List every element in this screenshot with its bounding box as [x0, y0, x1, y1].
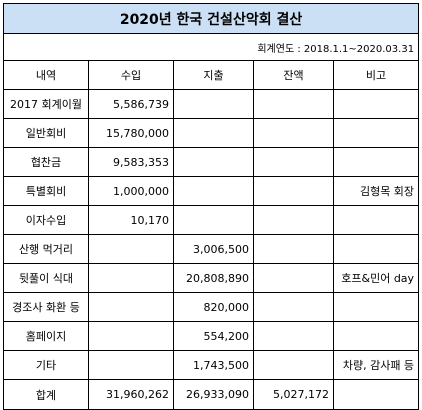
cell-expense [173, 176, 254, 206]
cell-item: 경조사 화환 등 [3, 292, 89, 322]
cell-note [332, 118, 420, 148]
cell-item: 홈페이지 [3, 321, 89, 351]
cell-item: 특별회비 [3, 176, 89, 206]
cell-income: 5,586,739 [88, 89, 174, 119]
cell-balance [253, 89, 334, 119]
cell-expense: 1,743,500 [173, 350, 254, 380]
cell-note: 김형목 회장 [332, 176, 420, 206]
total-row: 합계 31,960,262 26,933,090 5,027,172 [3, 379, 420, 410]
cell-note [332, 205, 420, 235]
total-balance: 5,027,172 [253, 379, 334, 410]
table-row: 산행 먹거리 3,006,500 [3, 234, 420, 264]
cell-note [332, 321, 420, 351]
cell-note [332, 89, 420, 119]
cell-balance [253, 292, 334, 322]
cell-balance [253, 350, 334, 380]
cell-balance [253, 234, 334, 264]
cell-expense: 20,808,890 [173, 263, 254, 293]
cell-note [332, 292, 420, 322]
cell-balance [253, 118, 334, 148]
cell-note [332, 234, 420, 264]
cell-item: 협찬금 [3, 147, 89, 177]
settlement-table: 2020년 한국 건설산악회 결산 회계연도 : 2018.1.1~2020.0… [2, 3, 420, 410]
fiscal-period: 회계연도 : 2018.1.1~2020.03.31 [2, 33, 420, 61]
cell-balance [253, 321, 334, 351]
cell-balance [253, 205, 334, 235]
header-balance: 잔액 [253, 60, 334, 90]
cell-income [88, 263, 174, 293]
cell-income [88, 292, 174, 322]
cell-item: 뒷풀이 식대 [3, 263, 89, 293]
cell-income: 15,780,000 [88, 118, 174, 148]
total-income: 31,960,262 [88, 379, 174, 410]
cell-expense [173, 205, 254, 235]
total-item: 합계 [3, 379, 89, 410]
cell-expense [173, 118, 254, 148]
cell-note: 차량, 감사패 등 [332, 350, 420, 380]
cell-note [332, 147, 420, 177]
header-note: 비고 [332, 60, 420, 90]
table-title: 2020년 한국 건설산악회 결산 [2, 3, 420, 34]
header-income: 수입 [88, 60, 174, 90]
cell-balance [253, 176, 334, 206]
header-item: 내역 [3, 60, 89, 90]
table-row: 협찬금 9,583,353 [3, 147, 420, 177]
cell-expense [173, 89, 254, 119]
total-expense: 26,933,090 [173, 379, 254, 410]
cell-income: 9,583,353 [88, 147, 174, 177]
total-note [332, 379, 420, 410]
table-row: 특별회비 1,000,000 김형목 회장 [3, 176, 420, 206]
cell-expense: 554,200 [173, 321, 254, 351]
cell-balance [253, 263, 334, 293]
cell-item: 2017 회계이월 [3, 89, 89, 119]
cell-income: 10,170 [88, 205, 174, 235]
cell-item: 산행 먹거리 [3, 234, 89, 264]
cell-expense: 820,000 [173, 292, 254, 322]
cell-income [88, 321, 174, 351]
cell-income: 1,000,000 [88, 176, 174, 206]
cell-expense: 3,006,500 [173, 234, 254, 264]
cell-item: 일반회비 [3, 118, 89, 148]
table-row: 경조사 화환 등 820,000 [3, 292, 420, 322]
table-row: 뒷풀이 식대 20,808,890 호프&민어 day [3, 263, 420, 293]
cell-expense [173, 147, 254, 177]
table-row: 이자수입 10,170 [3, 205, 420, 235]
table-row: 홈페이지 554,200 [3, 321, 420, 351]
cell-income [88, 234, 174, 264]
cell-item: 이자수입 [3, 205, 89, 235]
table-row: 일반회비 15,780,000 [3, 118, 420, 148]
header-expense: 지출 [173, 60, 254, 90]
cell-item: 기타 [3, 350, 89, 380]
table-row: 기타 1,743,500 차량, 감사패 등 [3, 350, 420, 380]
cell-note: 호프&민어 day [332, 263, 420, 293]
table-row: 2017 회계이월 5,586,739 [3, 89, 420, 119]
cell-income [88, 350, 174, 380]
cell-balance [253, 147, 334, 177]
